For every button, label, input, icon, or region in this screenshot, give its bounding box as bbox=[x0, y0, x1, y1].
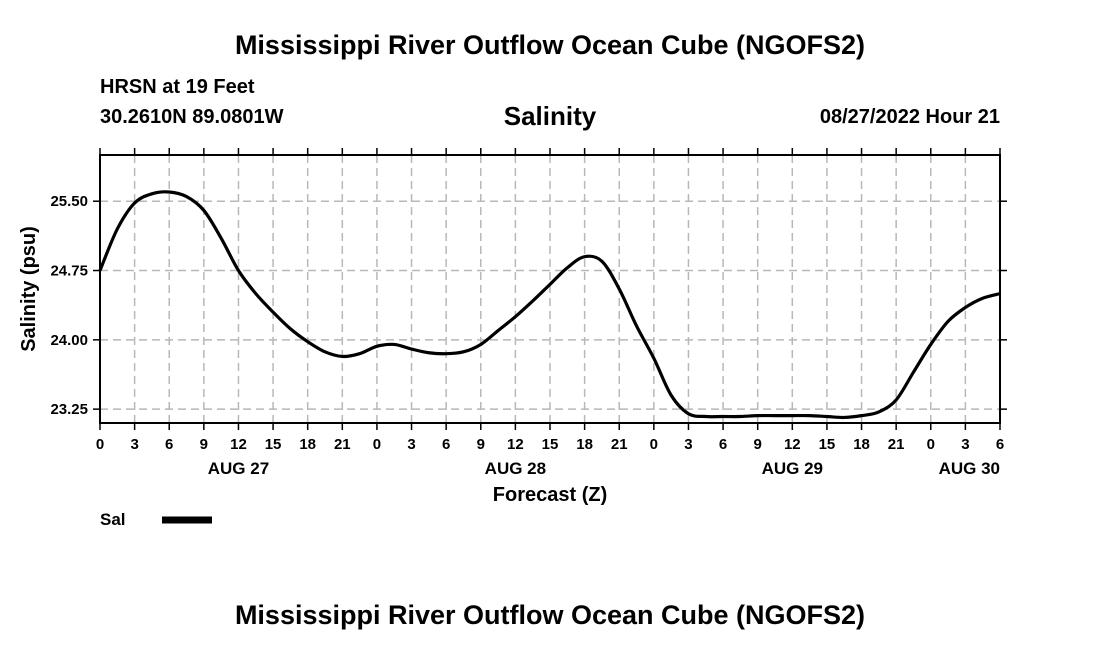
x-tick-label: 0 bbox=[96, 436, 104, 453]
legend: Sal bbox=[100, 510, 212, 529]
x-tick-label: 3 bbox=[130, 436, 138, 453]
x-tick-label: 21 bbox=[888, 436, 905, 453]
series-line-salinity bbox=[98, 190, 1001, 420]
x-axis-title: Forecast (Z) bbox=[493, 484, 607, 506]
x-tick-label: 9 bbox=[754, 436, 762, 453]
x-tick-label: 12 bbox=[230, 436, 247, 453]
x-tick-label: 18 bbox=[299, 436, 316, 453]
x-tick-label: 6 bbox=[719, 436, 727, 453]
x-tick-label: 21 bbox=[334, 436, 351, 453]
x-tick-label: 12 bbox=[507, 436, 524, 453]
x-tick-label: 3 bbox=[684, 436, 692, 453]
y-tick-label: 25.50 bbox=[50, 193, 88, 210]
chart-subtitle: Salinity bbox=[503, 101, 597, 131]
x-tick-label: 15 bbox=[265, 436, 282, 453]
x-tick-label: 6 bbox=[165, 436, 173, 453]
coordinates-label: 30.2610N 89.0801W bbox=[100, 106, 284, 128]
y-tick-label: 24.75 bbox=[50, 263, 88, 280]
x-tick-label: 12 bbox=[784, 436, 801, 453]
series-layer bbox=[98, 190, 1001, 420]
x-tick-label: 15 bbox=[542, 436, 559, 453]
x-tick-label: 0 bbox=[927, 436, 935, 453]
y-axis-title: Salinity (psu) bbox=[18, 226, 40, 352]
station-label: HRSN at 19 Feet bbox=[100, 76, 255, 98]
legend-label: Sal bbox=[100, 510, 126, 529]
axes: 0 3 6 9 12 15 18 21 0 3 6 9 12 15 18 21 0 3 6 9 12 15 18 21 0 3 6 A… bbox=[50, 148, 1007, 478]
forecast-datetime: 08/27/2022 Hour 21 bbox=[819, 106, 1000, 128]
x-tick-label: 15 bbox=[819, 436, 836, 453]
x-date-label: AUG 28 bbox=[485, 459, 546, 478]
x-tick-label: 6 bbox=[442, 436, 450, 453]
x-tick-label: 9 bbox=[477, 436, 485, 453]
x-tick-label: 0 bbox=[373, 436, 381, 453]
x-date-label: AUG 30 bbox=[939, 459, 1000, 478]
x-tick-label: 3 bbox=[407, 436, 415, 453]
x-date-label: AUG 29 bbox=[762, 459, 823, 478]
grid bbox=[100, 155, 1000, 423]
x-tick-label: 0 bbox=[650, 436, 658, 453]
y-tick-label: 23.25 bbox=[50, 401, 88, 418]
x-tick-label: 21 bbox=[611, 436, 628, 453]
chart-title: Mississippi River Outflow Ocean Cube (NG… bbox=[234, 30, 866, 60]
x-date-label: AUG 27 bbox=[208, 459, 269, 478]
x-tick-label: 9 bbox=[200, 436, 208, 453]
x-tick-label: 3 bbox=[961, 436, 969, 453]
x-tick-label: 18 bbox=[853, 436, 870, 453]
footer-title: Mississippi River Outflow Ocean Cube (NG… bbox=[234, 600, 866, 630]
x-tick-label: 18 bbox=[576, 436, 593, 453]
y-tick-label: 24.00 bbox=[50, 332, 88, 349]
x-tick-label: 6 bbox=[996, 436, 1004, 453]
